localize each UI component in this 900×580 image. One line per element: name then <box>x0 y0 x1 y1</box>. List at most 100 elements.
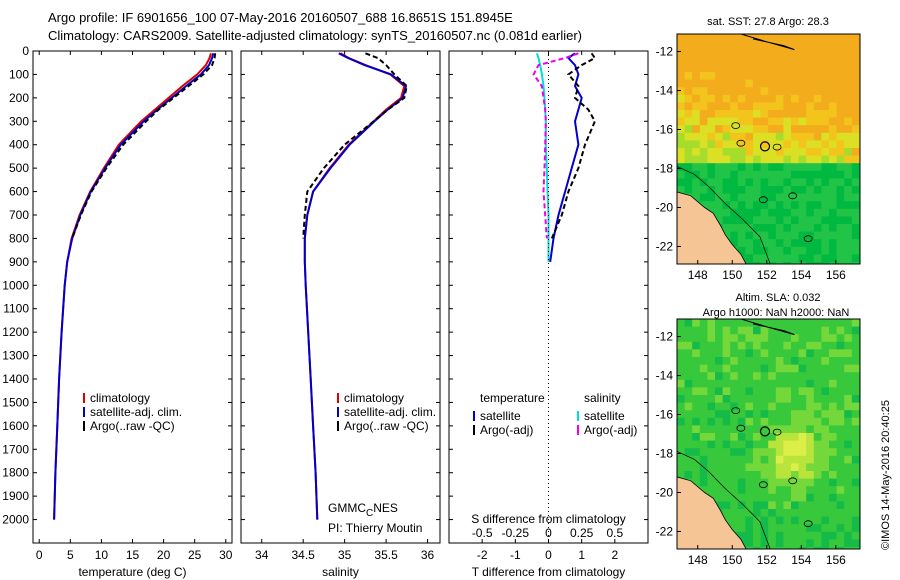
map-cell <box>806 349 815 358</box>
legend-label-diff-temp_argo: Argo(-adj) <box>480 423 533 437</box>
map-cell <box>821 372 830 381</box>
map-cell <box>737 509 746 518</box>
map-cell <box>715 425 724 434</box>
map-cell <box>798 417 807 426</box>
map-cell <box>760 155 769 164</box>
map-cell <box>692 87 701 96</box>
map-cell <box>737 493 746 502</box>
map-cell <box>859 478 860 487</box>
map-cell <box>844 170 853 179</box>
map-cell <box>699 395 708 404</box>
map-cell <box>737 94 746 103</box>
map-cell <box>783 531 792 540</box>
map-cell <box>836 433 845 442</box>
map-cell <box>844 186 853 195</box>
reef-outline-sla_map <box>788 477 798 485</box>
map-cell <box>783 357 792 366</box>
map-cell <box>768 539 777 548</box>
map-cell <box>768 395 777 404</box>
map-cell <box>707 72 716 81</box>
map-cell <box>851 246 860 255</box>
map-cell <box>715 125 724 134</box>
map-cell <box>783 417 792 426</box>
map-cell <box>699 201 708 210</box>
map-cell <box>730 357 739 366</box>
map-cell <box>768 455 777 464</box>
map-cell <box>791 163 800 172</box>
map-cell <box>844 395 853 404</box>
map-cell <box>722 117 731 126</box>
map-cell <box>684 34 693 43</box>
map-cell <box>813 516 822 525</box>
map-cell <box>821 148 830 157</box>
map-cell <box>859 262 860 264</box>
map-cell <box>745 102 754 111</box>
map-cell <box>699 117 708 126</box>
map-cell <box>692 440 701 449</box>
map-cell <box>737 186 746 195</box>
map-cell <box>829 155 838 164</box>
map-cell <box>737 117 746 126</box>
map-cell <box>859 64 860 73</box>
reef-outline-sst_map <box>772 143 782 151</box>
map-cell <box>768 501 777 510</box>
map-cell <box>783 486 792 495</box>
map-cell <box>760 357 769 366</box>
map-cell <box>745 410 754 419</box>
map-cell <box>844 463 853 472</box>
map-cell <box>760 64 769 73</box>
map-cell <box>707 155 716 164</box>
map-cell <box>821 41 830 50</box>
map-cell <box>829 539 838 548</box>
map-cell <box>791 231 800 240</box>
map-cell <box>722 49 731 58</box>
map-cell <box>715 433 724 442</box>
map-cell <box>722 208 731 217</box>
map-cell <box>677 379 686 388</box>
map-cell <box>791 395 800 404</box>
map-cell <box>760 547 769 549</box>
map-cell <box>791 216 800 225</box>
map-cell <box>806 341 815 350</box>
map-cell <box>684 357 693 366</box>
map-cell <box>821 417 830 426</box>
map-cell <box>692 140 701 149</box>
map-cell <box>844 402 853 411</box>
map-cells-sst_map <box>677 34 860 264</box>
map-cell <box>730 163 739 172</box>
map-cell <box>859 79 860 88</box>
legend-title-temperature: temperature <box>480 391 545 405</box>
map-cell <box>829 516 838 525</box>
map-cell <box>745 478 754 487</box>
map-cell <box>813 326 822 335</box>
map-cell <box>715 201 724 210</box>
legend-label-salinity-climatology: climatology <box>344 391 404 405</box>
map-cell <box>753 326 762 335</box>
map-cell <box>768 239 777 248</box>
map-cell <box>768 49 777 58</box>
map-cell <box>699 125 708 134</box>
map-cell <box>684 186 693 195</box>
y-tick-label: 400 <box>9 138 29 152</box>
map-cell <box>775 231 784 240</box>
map-cell <box>722 349 731 358</box>
x-tick-label-salinity: 35.5 <box>374 548 398 562</box>
map-cell <box>768 493 777 502</box>
map-cell <box>844 140 853 149</box>
map-cell <box>692 125 701 134</box>
x-axis-label-temperature: temperature (deg C) <box>78 565 186 579</box>
map-cell <box>851 387 860 396</box>
map-cell <box>677 94 686 103</box>
map-cell <box>768 349 777 358</box>
map-cell <box>753 395 762 404</box>
map-frame-sst_map <box>676 33 861 265</box>
map-cell <box>760 56 769 65</box>
s-diff-tick-label: 0.5 <box>606 526 623 540</box>
map-cell <box>775 254 784 263</box>
map-cell <box>783 402 792 411</box>
map-cell <box>798 94 807 103</box>
map-cell <box>806 455 815 464</box>
map-cell <box>768 193 777 202</box>
map-cell <box>813 56 822 65</box>
map-cell <box>791 387 800 396</box>
